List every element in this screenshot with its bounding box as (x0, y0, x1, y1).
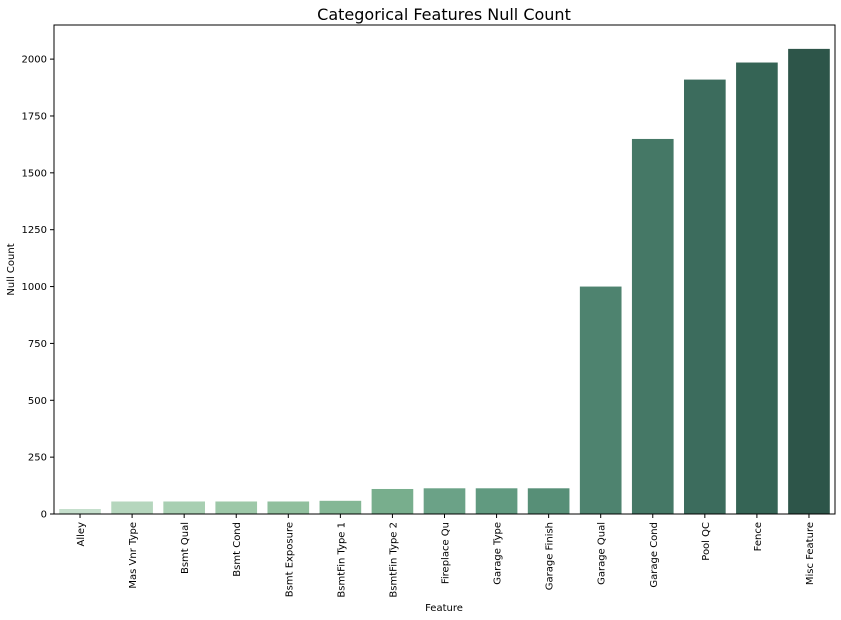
y-tick-label: 1000 (22, 282, 47, 293)
bars-group (59, 48, 830, 515)
bar-alley (59, 508, 101, 514)
x-axis-label: Feature (425, 603, 463, 614)
y-axis-label: Null Count (6, 243, 17, 295)
x-tick-label: Garage Qual (597, 522, 608, 585)
plot-frame (53, 24, 836, 515)
bar-fireplace-qu (423, 488, 466, 514)
bar-garage-finish (527, 488, 570, 514)
y-tick-label: 0 (41, 510, 47, 521)
bar-garage-type (475, 488, 518, 514)
bar-pool-qc (684, 79, 726, 514)
y-axis-ticks: 0 250 500 750 1000 1250 1500 1750 2000 (22, 55, 54, 521)
bar-garage-cond (631, 138, 674, 515)
x-tick-label: Alley (76, 522, 87, 547)
x-tick-label: Mas Vnr Type (128, 522, 139, 589)
x-tick-label: Bsmt Exposure (284, 522, 295, 597)
x-tick-label: Bsmt Qual (180, 522, 191, 574)
x-tick-label: Garage Finish (545, 522, 556, 590)
x-tick-label: Garage Type (493, 522, 504, 585)
y-tick-label: 1750 (22, 111, 47, 122)
x-tick-label: Bsmt Cond (232, 522, 243, 577)
chart-title: Categorical Features Null Count (317, 5, 571, 24)
bar-misc-feature (788, 48, 830, 514)
x-axis-ticks: Alley Mas Vnr Type Bsmt Qual Bsmt Cond Bsmt … (76, 514, 816, 598)
x-tick-label: BsmtFin Type 2 (388, 522, 399, 598)
y-tick-label: 500 (28, 396, 47, 407)
y-tick-label: 1250 (22, 225, 47, 236)
y-tick-label: 250 (28, 453, 47, 464)
bar-bsmt-qual (163, 501, 205, 514)
bar-fence (736, 62, 778, 515)
y-tick-label: 2000 (22, 55, 47, 66)
x-tick-label: Garage Cond (649, 522, 660, 588)
bar-bsmt-cond (215, 501, 258, 514)
bar-bsmtfin-type-1 (319, 500, 362, 514)
y-tick-label: 1500 (22, 168, 47, 179)
bar-bsmt-exposure (267, 501, 310, 514)
y-tick-label: 750 (28, 339, 47, 350)
bar-garage-qual (579, 286, 622, 514)
x-tick-label: Misc Feature (805, 522, 816, 585)
x-tick-label: BsmtFin Type 1 (336, 522, 347, 598)
x-tick-label: Fireplace Qu (441, 522, 452, 584)
x-tick-label: Pool QC (701, 522, 712, 561)
x-tick-label: Fence (753, 522, 764, 551)
bar-mas-vnr-type (111, 501, 153, 514)
bar-bsmtfin-type-2 (371, 488, 414, 514)
